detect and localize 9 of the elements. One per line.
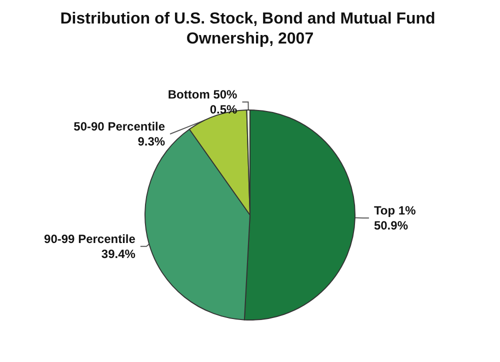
data-label: 39.4% bbox=[101, 246, 136, 261]
slice-label: Bottom 50% bbox=[168, 88, 238, 102]
data-label: 50.9% bbox=[374, 218, 408, 233]
chart-title: Distribution of U.S. Stock, Bond and Mutual Fund Ownership, 2007 bbox=[60, 10, 440, 48]
slice-label: 50-90 Percentile bbox=[74, 120, 166, 134]
slice-label: Top 1% bbox=[374, 204, 416, 218]
data-label: 0.5% bbox=[210, 102, 238, 117]
data-label: 9.3% bbox=[138, 134, 166, 149]
slice-label: 90-99 Percentile bbox=[44, 232, 136, 246]
